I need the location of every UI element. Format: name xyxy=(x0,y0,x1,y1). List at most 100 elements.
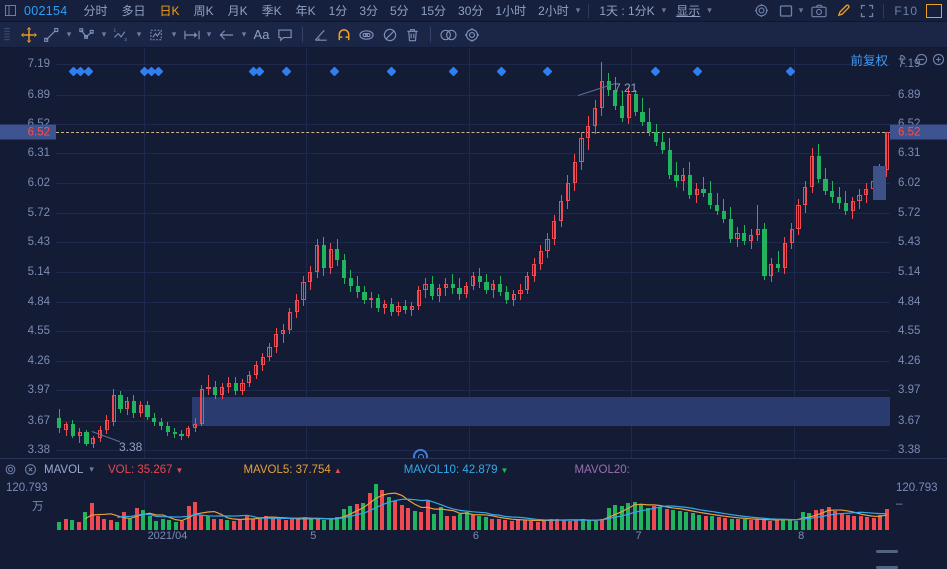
line-tool-chevron-down-icon[interactable]: ▾ xyxy=(66,29,72,39)
event-marker-icon[interactable] xyxy=(650,66,661,77)
compare-tool-icon[interactable] xyxy=(437,22,460,48)
wave-tool-chevron-down-icon[interactable]: ▾ xyxy=(136,29,142,39)
event-marker-icon[interactable] xyxy=(83,66,94,77)
candle-wick xyxy=(465,281,467,299)
panel-toggle-icon[interactable] xyxy=(0,0,20,22)
anchor-target-icon[interactable] xyxy=(413,449,428,458)
zoom-out-icon[interactable] xyxy=(913,51,930,68)
volume-bar xyxy=(703,515,708,530)
period-duori[interactable]: 多日 xyxy=(121,3,146,18)
ticker-symbol[interactable]: 002154 xyxy=(24,3,68,18)
period-yeark[interactable]: 年K xyxy=(295,3,316,18)
candle-wick xyxy=(452,273,454,294)
volume-bars[interactable] xyxy=(56,480,890,530)
angle-tool-icon[interactable] xyxy=(309,22,332,48)
indicator-name[interactable]: MAVOL xyxy=(44,463,84,476)
zoom-in-icon[interactable] xyxy=(930,51,947,68)
volume-bar xyxy=(470,514,475,530)
magnet-tool-icon[interactable] xyxy=(332,22,355,48)
candle-body xyxy=(382,304,387,309)
crosshair-move-tool-icon[interactable] xyxy=(17,22,40,48)
interval-tool-chevron-down-icon[interactable]: ▾ xyxy=(206,29,212,39)
comment-tool-icon[interactable] xyxy=(273,22,296,48)
measure-tool-icon[interactable] xyxy=(145,22,168,48)
svg-text:3: 3 xyxy=(124,37,127,42)
drag-handle[interactable] xyxy=(4,27,14,43)
volume-bar xyxy=(205,516,210,530)
candle-body xyxy=(755,229,760,236)
volume-bar xyxy=(820,508,825,530)
price-adjust-label[interactable]: 前复权 xyxy=(850,53,888,68)
highlight-box-button[interactable] xyxy=(926,3,942,18)
settings-tool-icon[interactable] xyxy=(460,22,483,48)
period-1hour[interactable]: 1小时 xyxy=(495,3,527,18)
highlight-zone-rectangle[interactable] xyxy=(191,397,890,426)
period-2hour[interactable]: 2小时 xyxy=(538,3,569,18)
arrow-tool-chevron-down-icon[interactable]: ▾ xyxy=(241,29,247,39)
price-axis-right[interactable]: 7.19 6.89 6.52 6.31 6.02 5.72 5.43 5.14 4.84 4.55… xyxy=(890,48,947,458)
event-marker-icon[interactable] xyxy=(329,66,340,77)
candle-body xyxy=(342,259,347,278)
layout-chevron-down-icon[interactable]: ▾ xyxy=(798,5,804,15)
event-marker-icon[interactable] xyxy=(281,66,292,77)
line-tool-icon[interactable] xyxy=(40,22,63,48)
multi-period-label[interactable]: 1天 : 1分K xyxy=(599,3,655,18)
event-marker-icon[interactable] xyxy=(254,66,265,77)
volume-panel[interactable]: 120.793 万 120.793 – 2021/04 5 6 7 8 xyxy=(0,480,947,569)
undo-icon[interactable] xyxy=(896,51,913,68)
camera-icon[interactable] xyxy=(807,0,831,22)
period-30min[interactable]: 30分 xyxy=(458,3,484,18)
period-quarterk[interactable]: 季K xyxy=(261,3,282,18)
period-1min[interactable]: 1分 xyxy=(328,3,348,18)
grid-line-vertical xyxy=(306,48,308,458)
period-15min[interactable]: 15分 xyxy=(420,3,447,18)
volume-bar xyxy=(199,514,204,530)
period-weekk[interactable]: 周K xyxy=(193,3,214,18)
event-marker-icon[interactable] xyxy=(448,66,459,77)
gear-icon[interactable] xyxy=(750,0,774,22)
arrow-tool-icon[interactable] xyxy=(215,22,238,48)
event-marker-icon[interactable] xyxy=(542,66,553,77)
period-more-chevron-down-icon[interactable]: ▾ xyxy=(575,5,581,15)
lock-tool-icon[interactable] xyxy=(355,22,378,48)
grid-line-vertical xyxy=(794,48,796,458)
display-menu[interactable]: 显示 xyxy=(676,3,701,18)
layout-icon[interactable] xyxy=(774,0,798,22)
f10-button[interactable]: F10 xyxy=(894,3,918,18)
date-axis[interactable]: 2021/04 5 6 7 8 xyxy=(56,530,890,544)
price-axis-left[interactable]: 7.19 6.89 6.52 6.31 6.02 5.72 5.43 5.14 4.84 4.55… xyxy=(0,48,56,458)
display-chevron-down-icon[interactable]: ▾ xyxy=(707,5,712,15)
multi-period-chevron-down-icon[interactable]: ▾ xyxy=(661,5,667,15)
period-monthk[interactable]: 月K xyxy=(227,3,248,18)
polygon-tool-icon[interactable] xyxy=(75,22,98,48)
trash-tool-icon[interactable] xyxy=(401,22,424,48)
measure-tool-chevron-down-icon[interactable]: ▾ xyxy=(171,29,177,39)
interval-tool-icon[interactable] xyxy=(180,22,203,48)
indicator-chevron-down-icon[interactable]: ▾ xyxy=(89,464,94,474)
fullscreen-icon[interactable] xyxy=(855,0,879,22)
pencil-icon[interactable] xyxy=(831,0,855,22)
polygon-tool-chevron-down-icon[interactable]: ▾ xyxy=(101,29,107,39)
period-5min[interactable]: 5分 xyxy=(390,3,409,18)
candlestick-plot[interactable]: 7.21 3.38 xyxy=(56,48,890,458)
mavol10-text: MAVOL10: 42.879 xyxy=(403,463,498,476)
selected-candle-box[interactable] xyxy=(873,166,887,200)
volume-close-icon[interactable] xyxy=(20,459,40,481)
event-marker-icon[interactable] xyxy=(153,66,164,77)
period-dayk[interactable]: 日K xyxy=(159,3,180,18)
period-3min[interactable]: 3分 xyxy=(359,3,378,18)
chart-area[interactable]: 前复权 7.19 6.89 6.52 6.31 6.02 5.72 5.43 5.14 4.84… xyxy=(0,48,947,569)
candle-body xyxy=(484,281,489,290)
event-marker-icon[interactable] xyxy=(692,66,703,77)
candle-wick xyxy=(533,257,535,282)
event-marker-icon[interactable] xyxy=(386,66,397,77)
volume-bar xyxy=(781,518,786,530)
wave-tool-icon[interactable]: 1 3 xyxy=(110,22,133,48)
text-tool-icon[interactable]: Aa xyxy=(253,27,270,42)
period-fenshi[interactable]: 分时 xyxy=(83,3,108,18)
event-marker-icon[interactable] xyxy=(496,66,507,77)
volume-bar xyxy=(399,504,404,530)
hide-tool-icon[interactable] xyxy=(378,22,401,48)
chart-scrollbar-handle[interactable] xyxy=(876,550,898,553)
volume-settings-icon[interactable] xyxy=(0,459,20,481)
